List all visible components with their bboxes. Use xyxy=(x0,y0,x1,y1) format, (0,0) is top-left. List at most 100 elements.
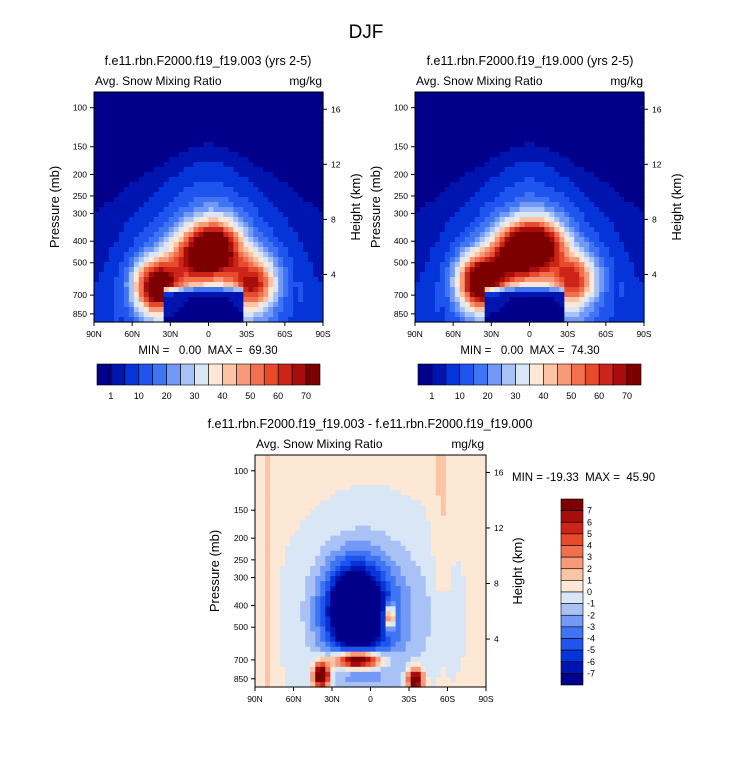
contour-cell xyxy=(549,237,555,243)
contour-cell xyxy=(484,192,491,198)
contour-cell xyxy=(113,227,120,233)
contour-cell xyxy=(268,317,274,323)
contour-cell xyxy=(624,92,630,98)
contour-cell xyxy=(118,167,125,173)
contour-cell xyxy=(534,137,541,143)
contour-cell xyxy=(198,162,205,168)
contour-cell xyxy=(260,581,266,587)
contour-cell xyxy=(153,117,160,123)
contour-cell xyxy=(479,132,486,138)
contour-cell xyxy=(574,212,580,218)
contour-cell xyxy=(315,611,321,617)
contour-cell xyxy=(554,147,560,153)
contour-cell xyxy=(599,117,605,123)
contour-cell xyxy=(464,152,471,158)
contour-cell xyxy=(439,257,446,263)
contour-cell xyxy=(308,292,314,298)
contour-cell xyxy=(178,247,185,253)
contour-cell xyxy=(203,132,210,138)
contour-cell xyxy=(295,601,301,607)
contour-cell xyxy=(218,267,225,273)
contour-cell xyxy=(275,676,281,683)
contour-cell xyxy=(564,307,570,313)
y2-tick-label: 16 xyxy=(652,104,662,114)
contour-cell xyxy=(128,127,135,133)
contour-cell xyxy=(474,172,481,178)
contour-cell xyxy=(188,112,195,118)
contour-cell xyxy=(98,242,105,248)
contour-cell xyxy=(293,237,299,243)
contour-cell xyxy=(464,187,471,193)
contour-cell xyxy=(218,167,225,173)
contour-cell xyxy=(449,312,456,318)
contour-cell xyxy=(295,636,301,643)
contour-cell xyxy=(108,282,115,288)
contour-cell xyxy=(133,167,140,173)
contour-cell xyxy=(223,227,230,233)
contour-cell xyxy=(524,282,531,288)
contour-cell xyxy=(499,187,506,193)
contour-cell xyxy=(614,167,620,173)
contour-cell xyxy=(614,287,620,293)
contour-cell xyxy=(469,297,476,303)
contour-cell xyxy=(138,192,145,198)
contour-cell xyxy=(305,676,311,683)
contour-cell xyxy=(265,681,271,688)
contour-cell xyxy=(223,107,230,113)
contour-cell xyxy=(559,122,565,128)
contour-cell xyxy=(534,212,541,218)
contour-cell xyxy=(429,302,436,308)
contour-cell xyxy=(263,252,269,258)
contour-cell xyxy=(133,152,140,158)
contour-cell xyxy=(315,591,321,597)
contour-cell xyxy=(308,142,314,148)
colorbar-swatch xyxy=(138,363,154,386)
contour-cell xyxy=(103,287,110,293)
contour-cell xyxy=(203,272,210,278)
contour-cell xyxy=(253,242,259,248)
contour-cell xyxy=(98,117,105,123)
contour-cell xyxy=(108,102,115,108)
contour-cell xyxy=(524,267,531,273)
contour-cell xyxy=(243,237,249,243)
contour-cell xyxy=(148,302,155,308)
contour-cell xyxy=(98,272,105,278)
contour-cell xyxy=(534,272,541,278)
contour-cell xyxy=(285,550,291,557)
contour-cell xyxy=(118,297,125,303)
contour-cell xyxy=(183,92,190,98)
contour-cell xyxy=(163,252,170,258)
contour-cell xyxy=(559,192,565,198)
contour-cell xyxy=(123,107,130,113)
contour-cell xyxy=(424,212,431,218)
contour-cell xyxy=(524,252,531,258)
contour-cell xyxy=(123,92,130,98)
contour-cell xyxy=(208,167,215,173)
contour-cell xyxy=(559,232,565,238)
contour-cell xyxy=(318,267,324,273)
contour-cell xyxy=(268,102,274,108)
contour-cell xyxy=(253,297,259,303)
contour-cell xyxy=(248,137,254,143)
contour-cell xyxy=(173,207,180,213)
contour-cell xyxy=(233,162,239,168)
contour-cell xyxy=(298,247,304,253)
contour-cell xyxy=(514,217,521,223)
contour-cell xyxy=(569,272,575,278)
contour-cell xyxy=(499,162,506,168)
contour-cell xyxy=(233,237,239,243)
contour-cell xyxy=(629,152,635,158)
contour-cell xyxy=(303,162,309,168)
contour-cell xyxy=(439,107,446,113)
contour-cell xyxy=(308,167,314,173)
contour-cell xyxy=(123,257,130,263)
contour-cell xyxy=(459,197,466,203)
contour-cell xyxy=(243,182,249,188)
contour-cell xyxy=(168,122,175,128)
contour-cell xyxy=(469,182,476,188)
contour-cell xyxy=(285,631,291,638)
contour-cell xyxy=(270,550,276,557)
contour-cell xyxy=(158,192,165,198)
contour-cell xyxy=(270,586,276,592)
contour-cell xyxy=(298,182,304,188)
